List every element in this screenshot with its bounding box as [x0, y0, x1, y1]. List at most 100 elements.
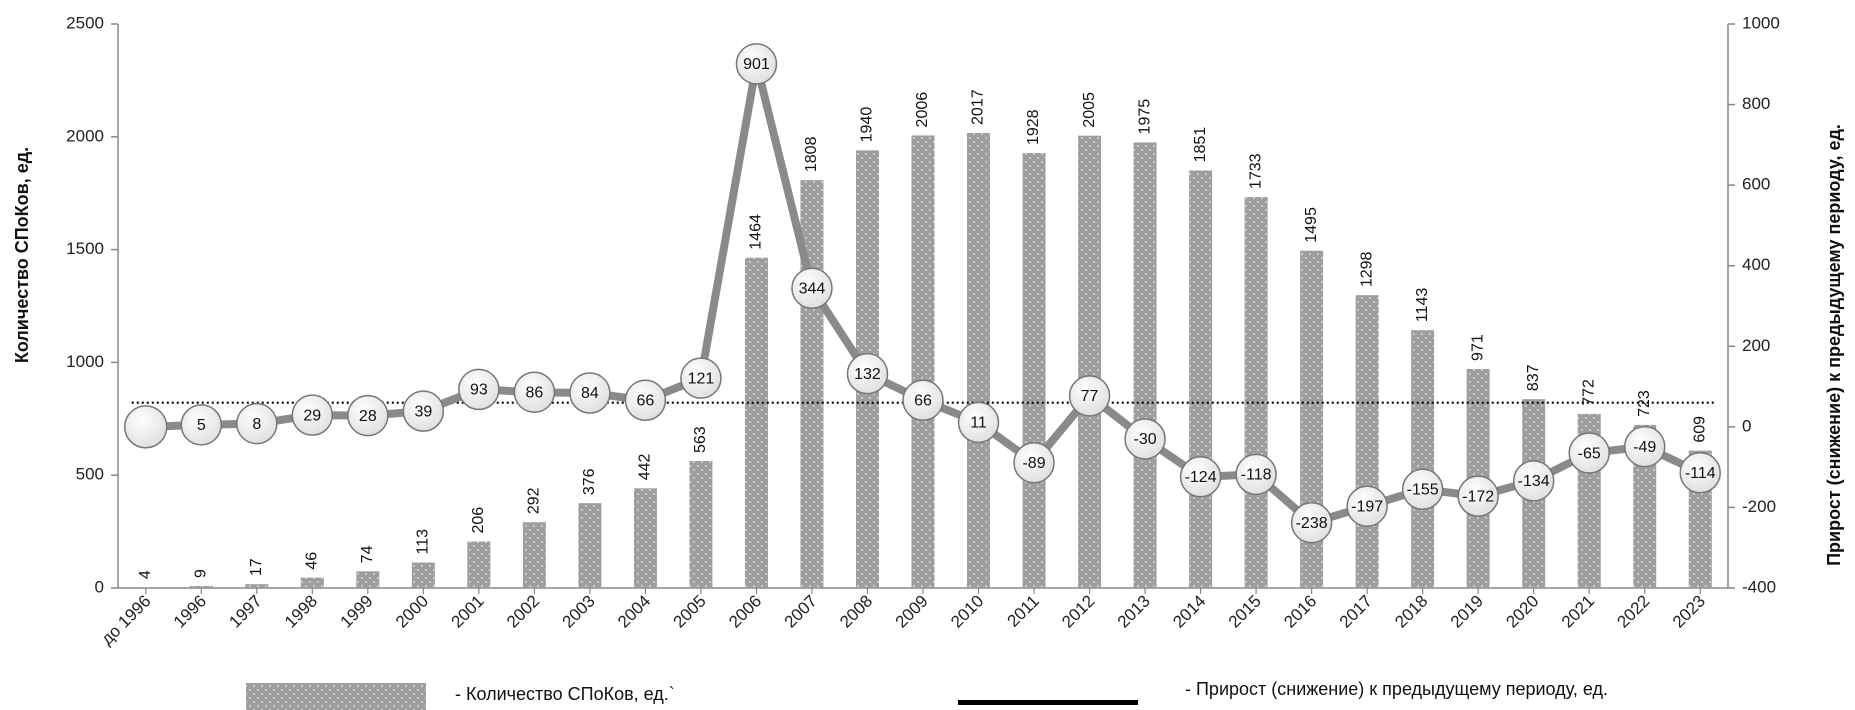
growth-value-label: 11	[970, 415, 987, 432]
growth-value-label: -49	[1633, 439, 1656, 456]
growth-value-label: -238	[1296, 515, 1328, 532]
growth-value-label: -65	[1578, 445, 1601, 462]
growth-point	[1290, 501, 1333, 544]
bar	[911, 135, 935, 588]
growth-point	[402, 390, 445, 432]
growth-value-label: -89	[1022, 455, 1045, 472]
growth-value-label: 77	[1081, 388, 1099, 405]
growth-point	[624, 379, 667, 422]
bar	[689, 460, 713, 588]
legend-bar-swatch	[246, 683, 426, 710]
growth-value-label: 5	[197, 417, 206, 434]
y-tick-label: 1000	[66, 352, 104, 371]
growth-point	[735, 43, 778, 85]
bar-value-label: 1975	[1136, 99, 1153, 135]
growth-value-label: -134	[1518, 473, 1550, 490]
growth-line	[124, 43, 1721, 544]
x-tick-label: 2023	[1669, 591, 1709, 631]
growth-point	[1068, 375, 1111, 417]
bar-value-label: 971	[1469, 334, 1486, 361]
x-tick-label: 2008	[836, 591, 876, 631]
x-tick-label: 2016	[1280, 591, 1320, 631]
bar	[189, 585, 213, 588]
growth-point	[1013, 441, 1055, 484]
bar-value-label: 46	[304, 552, 321, 570]
bar-value-label: 442	[637, 453, 654, 480]
x-tick-label: 2007	[781, 591, 821, 631]
x-tick-label: до 1996	[97, 591, 154, 648]
bar-value-label: 772	[1580, 379, 1597, 406]
bar-value-label: 1464	[748, 214, 765, 250]
bar-value-label: 1940	[859, 107, 876, 143]
y-tick-label: 0	[95, 577, 104, 596]
bar-value-label: 2006	[914, 92, 931, 128]
y-tick-label: 1500	[66, 239, 104, 258]
bar	[1355, 295, 1379, 588]
y2-tick-label: 0	[1742, 416, 1751, 435]
y2-tick-label: 800	[1742, 94, 1770, 113]
bar	[522, 522, 546, 588]
bar	[134, 587, 158, 588]
bar-value-label: 206	[470, 507, 487, 534]
bar-value-label: 1495	[1303, 207, 1320, 243]
bar	[1133, 142, 1157, 588]
growth-value-label: -155	[1407, 482, 1439, 499]
growth-value-label: -172	[1462, 488, 1494, 505]
bar-value-label: 609	[1691, 416, 1708, 443]
x-tick-label: 1996	[170, 591, 210, 631]
growth-point	[902, 379, 944, 422]
y-tick-label: 500	[76, 465, 104, 484]
growth-point	[957, 401, 1000, 444]
growth-point	[1679, 452, 1721, 494]
y2-tick-label: 600	[1742, 175, 1770, 194]
growth-point	[347, 394, 389, 437]
bar	[1189, 170, 1213, 588]
growth-point	[846, 352, 889, 395]
growth-point	[1623, 425, 1666, 468]
bar-value-label: 1733	[1247, 153, 1264, 189]
growth-point	[1124, 418, 1166, 460]
growth-point	[180, 404, 223, 446]
bar-value-label: 563	[692, 426, 709, 453]
growth-point	[1235, 453, 1277, 496]
growth-value-label: -118	[1241, 467, 1272, 484]
legend: - Количество СПоКов, ед.` - Прирост (сни…	[246, 679, 1608, 710]
bar	[411, 562, 435, 588]
growth-point	[513, 371, 556, 413]
y2-tick-label: 200	[1742, 336, 1770, 355]
bar	[1022, 153, 1046, 588]
growth-value-label: -124	[1185, 469, 1217, 486]
bar	[245, 584, 269, 588]
y2-axis-title: Прирост (снижение) к предыдущему периоду…	[1824, 124, 1844, 566]
x-tick-label: 2002	[503, 591, 543, 631]
bar-value-label: 2017	[970, 89, 987, 125]
x-tick-label: 2020	[1502, 591, 1542, 631]
growth-value-label: 29	[303, 407, 321, 424]
y2-tick-label: -200	[1742, 497, 1776, 516]
bar	[1411, 330, 1435, 588]
data-labels: 4 9 17 46 74 113 206 292 376 442 563 1464 1808 1940 20…	[137, 56, 1716, 579]
x-tick-label: 2017	[1336, 591, 1376, 631]
bar-value-label: 837	[1525, 364, 1542, 391]
bar	[967, 132, 991, 589]
x-tick-label: 2001	[448, 591, 488, 631]
growth-value-label: 93	[470, 382, 488, 399]
legend-line-label: - Прирост (снижение) к предыдущему перио…	[1185, 679, 1608, 699]
bar-value-label: 1143	[1414, 288, 1431, 323]
x-tick-label: 2021	[1558, 591, 1598, 631]
x-tick-label: 1998	[281, 591, 321, 631]
y-axis-title: Количество СПоКов, ед.	[12, 147, 32, 363]
x-tick-label: 2012	[1058, 591, 1098, 631]
bar	[633, 488, 657, 588]
x-tick-label: 2018	[1391, 591, 1431, 631]
bar-value-label: 4	[137, 570, 154, 579]
bar	[744, 257, 768, 588]
bar-value-label: 74	[359, 545, 376, 563]
growth-value-label: 66	[914, 392, 932, 409]
growth-value-label: -30	[1134, 431, 1157, 448]
bar	[1078, 135, 1102, 588]
y-tick-label: 2000	[66, 126, 104, 145]
bar-value-label: 2005	[1081, 92, 1098, 128]
bar-value-label: 376	[581, 468, 598, 495]
y2-tick-label: 400	[1742, 255, 1770, 274]
